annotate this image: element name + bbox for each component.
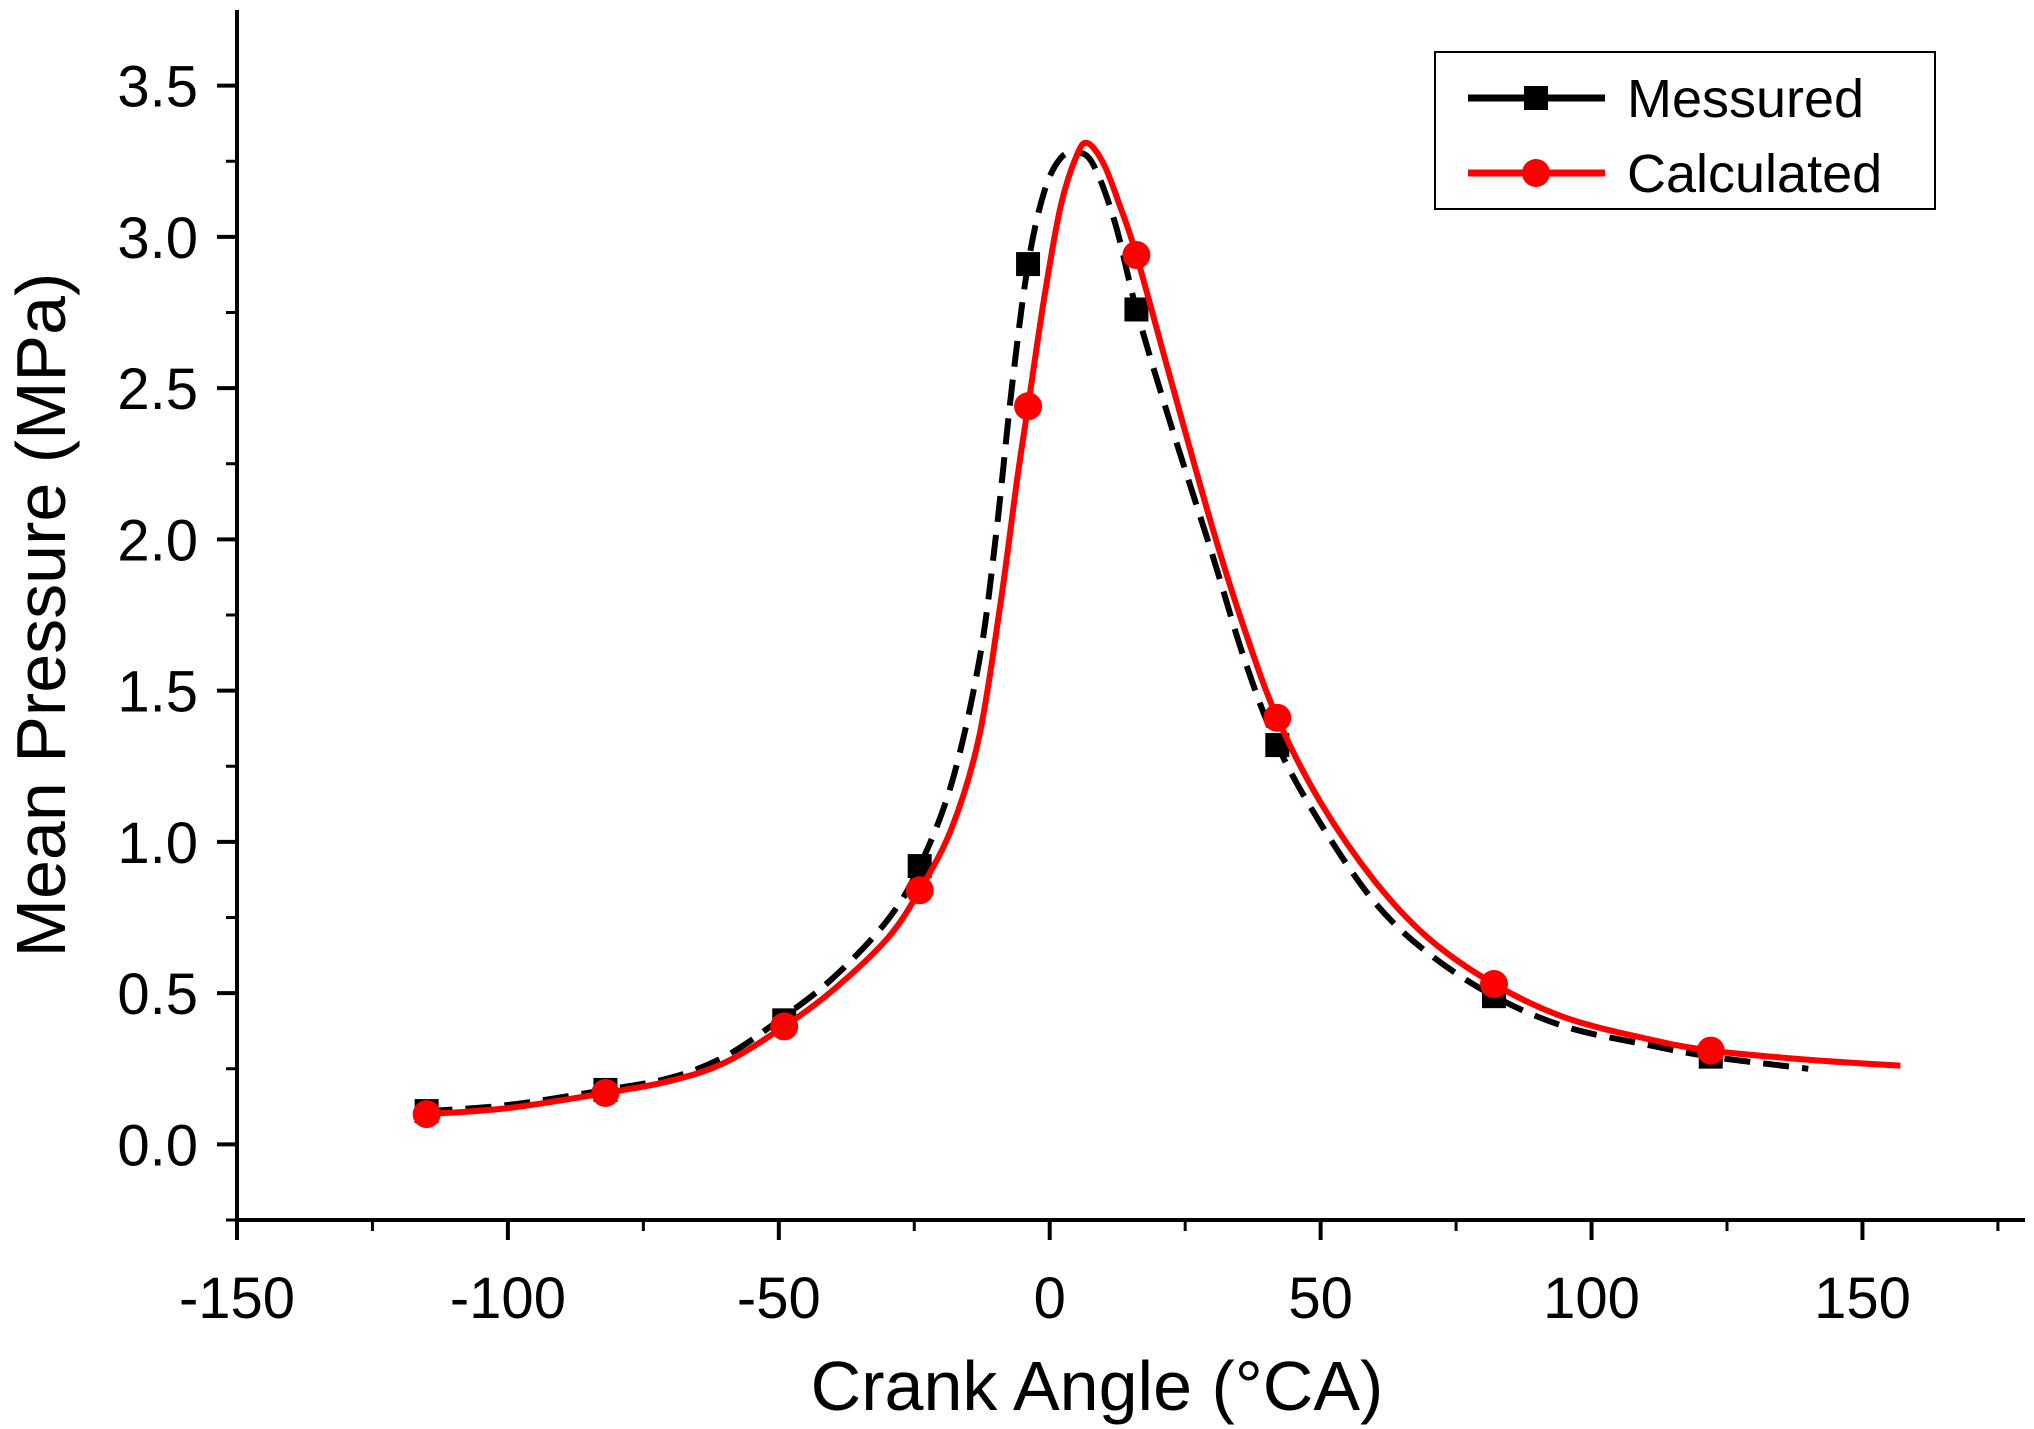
series-calculated xyxy=(412,139,1901,1129)
legend-label-messured: Messured xyxy=(1627,69,1864,129)
legend-label-calculated: Calculated xyxy=(1627,144,1882,204)
legend-marker-calculated xyxy=(1522,159,1550,187)
x-axis-title: Crank Angle (°CA) xyxy=(811,1347,1384,1425)
series-line-calculated xyxy=(426,139,1901,1118)
x-tick-label: -100 xyxy=(450,1266,566,1331)
series-line-messured xyxy=(426,148,1809,1115)
legend: Messured Calculated xyxy=(1434,51,1936,210)
x-tick-label: 50 xyxy=(1288,1266,1353,1331)
x-tick-label: 0 xyxy=(1034,1266,1066,1331)
data-point-calculated xyxy=(1122,241,1151,270)
series-messured xyxy=(414,148,1809,1124)
series-layer xyxy=(412,139,1901,1129)
legend-box xyxy=(1434,51,1936,210)
x-tick-label: -50 xyxy=(737,1266,821,1331)
y-tick-label: 1.0 xyxy=(117,811,198,876)
x-tick-label: 100 xyxy=(1543,1266,1640,1331)
y-tick-label: 3.5 xyxy=(117,55,198,120)
y-axis-ticks: 0.0 0.5 1.0 1.5 2.0 2.5 3.0 3.5 xyxy=(117,55,237,1222)
data-point-calculated xyxy=(1696,1036,1725,1065)
y-tick-label: 0.0 xyxy=(117,1113,198,1178)
data-point-messured xyxy=(1016,252,1041,277)
data-point-calculated xyxy=(412,1100,441,1129)
x-tick-label: -150 xyxy=(179,1266,295,1331)
data-point-calculated xyxy=(1480,970,1509,999)
data-point-calculated xyxy=(591,1078,620,1107)
data-point-calculated xyxy=(1263,703,1292,732)
data-point-messured xyxy=(1124,297,1149,322)
y-tick-label: 2.0 xyxy=(117,508,198,573)
data-point-calculated xyxy=(905,876,934,905)
y-tick-label: 3.0 xyxy=(117,206,198,271)
y-tick-label: 1.5 xyxy=(117,660,198,725)
y-tick-label: 0.5 xyxy=(117,962,198,1027)
data-point-calculated xyxy=(1014,392,1043,421)
x-tick-label: 150 xyxy=(1814,1266,1911,1331)
legend-marker-messured xyxy=(1524,86,1548,110)
y-tick-label: 2.5 xyxy=(117,357,198,422)
y-axis-title: Mean Pressure (MPa) xyxy=(2,273,80,958)
x-axis-ticks: -150 -100 -50 0 50 100 150 xyxy=(179,1220,2000,1331)
data-point-calculated xyxy=(770,1012,799,1041)
